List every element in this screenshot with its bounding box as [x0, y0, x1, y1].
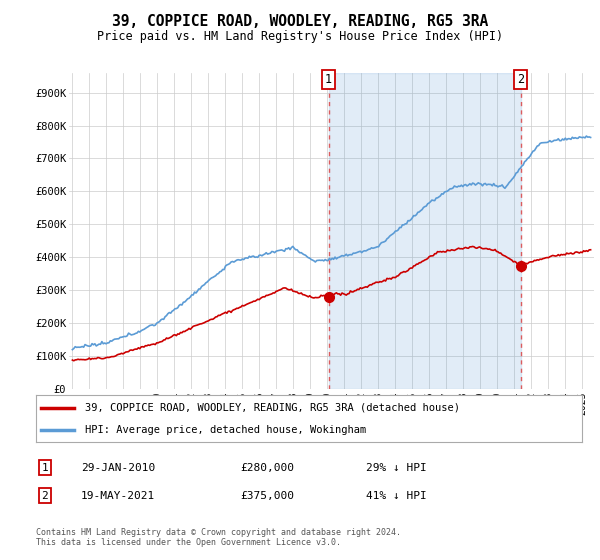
Text: 29-JAN-2010: 29-JAN-2010: [81, 463, 155, 473]
Text: 41% ↓ HPI: 41% ↓ HPI: [366, 491, 427, 501]
Text: 2: 2: [41, 491, 49, 501]
Text: £375,000: £375,000: [240, 491, 294, 501]
Text: HPI: Average price, detached house, Wokingham: HPI: Average price, detached house, Woki…: [85, 424, 367, 435]
Text: Price paid vs. HM Land Registry's House Price Index (HPI): Price paid vs. HM Land Registry's House …: [97, 30, 503, 43]
Text: 2: 2: [517, 73, 524, 86]
Text: 29% ↓ HPI: 29% ↓ HPI: [366, 463, 427, 473]
Text: 39, COPPICE ROAD, WOODLEY, READING, RG5 3RA (detached house): 39, COPPICE ROAD, WOODLEY, READING, RG5 …: [85, 403, 460, 413]
Text: 1: 1: [325, 73, 332, 86]
Text: 19-MAY-2021: 19-MAY-2021: [81, 491, 155, 501]
Text: Contains HM Land Registry data © Crown copyright and database right 2024.
This d: Contains HM Land Registry data © Crown c…: [36, 528, 401, 547]
Text: £280,000: £280,000: [240, 463, 294, 473]
Text: 39, COPPICE ROAD, WOODLEY, READING, RG5 3RA: 39, COPPICE ROAD, WOODLEY, READING, RG5 …: [112, 14, 488, 29]
Text: 1: 1: [41, 463, 49, 473]
Bar: [329, 73, 521, 389]
